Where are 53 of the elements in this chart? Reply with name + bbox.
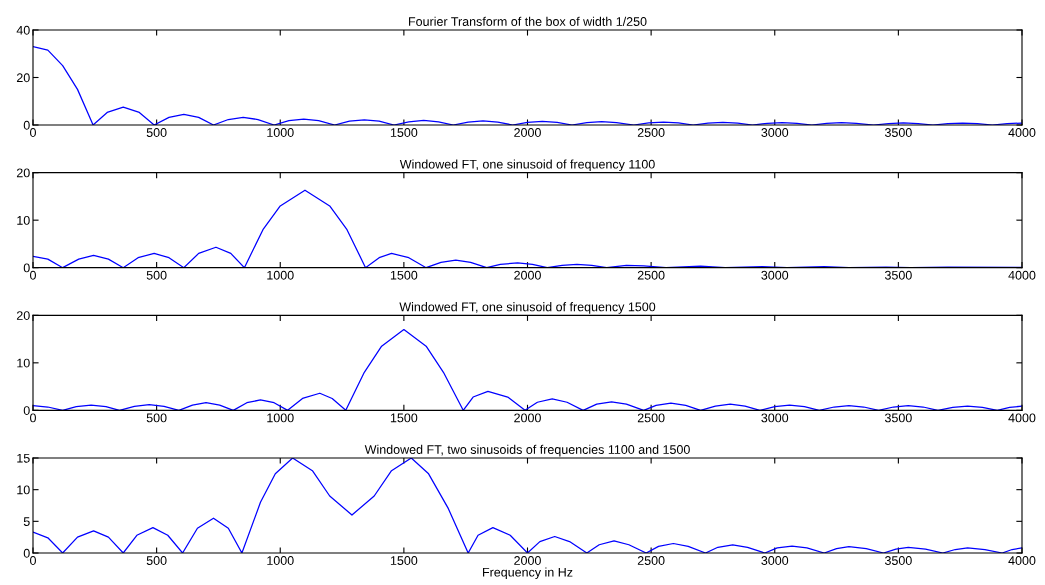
x-axis-title: Frequency in Hz <box>483 567 573 580</box>
y-tick-label: 0 <box>23 548 30 558</box>
x-tick-label: 1500 <box>390 270 418 280</box>
x-tick-label: 1000 <box>267 413 294 423</box>
y-tick-label: 20 <box>16 168 30 178</box>
x-tick-label: 0 <box>30 556 36 565</box>
y-tick-label: 10 <box>17 358 30 368</box>
x-tick-label: 3500 <box>884 270 912 280</box>
y-tick-label: 15 <box>17 453 30 463</box>
x-tick-label: 1000 <box>267 556 294 565</box>
x-tick-label: 2000 <box>514 128 541 137</box>
x-tick-label: 1500 <box>390 556 418 565</box>
x-tick-label: 2000 <box>514 413 541 423</box>
x-tick-label: 4000 <box>1008 413 1036 423</box>
x-tick-label: 1500 <box>390 128 418 137</box>
x-tick-label: 4000 <box>1008 270 1036 280</box>
x-tick-label: 4000 <box>1008 556 1036 565</box>
x-tick-label: 1500 <box>390 413 418 423</box>
x-tick-label: 500 <box>146 128 167 137</box>
x-tick-label: 2500 <box>637 270 665 280</box>
chart-title: Windowed FT, two sinusoids of frequencies 1100 and 1500 <box>364 444 690 457</box>
x-tick-label: 0 <box>30 128 36 137</box>
chart-title: Windowed FT, one sinusoid of frequency 1100 <box>399 159 655 172</box>
x-tick-label: 2500 <box>637 413 665 423</box>
x-tick-label: 1000 <box>267 270 294 280</box>
x-tick-label: 2000 <box>514 556 541 565</box>
x-tick-label: 3000 <box>761 128 789 137</box>
x-tick-label: 3500 <box>884 128 912 137</box>
y-tick-label: 20 <box>16 311 30 320</box>
x-tick-label: 500 <box>146 270 167 280</box>
y-tick-label: 0 <box>23 120 30 130</box>
x-tick-label: 3500 <box>884 413 912 423</box>
y-tick-label: 10 <box>17 215 30 225</box>
x-tick-label: 3000 <box>761 413 789 423</box>
x-tick-label: 2500 <box>637 128 665 137</box>
x-tick-label: 2000 <box>514 270 541 280</box>
x-tick-label: 500 <box>146 413 167 423</box>
y-tick-label: 0 <box>23 263 30 273</box>
x-tick-label: 2500 <box>637 556 665 565</box>
y-tick-label: 20 <box>16 73 30 83</box>
x-tick-label: 4000 <box>1008 128 1036 137</box>
x-tick-label: 3000 <box>761 270 789 280</box>
x-tick-label: 3000 <box>761 556 789 565</box>
line-series <box>33 458 1022 553</box>
y-tick-label: 10 <box>17 485 30 495</box>
y-tick-label: 40 <box>16 25 30 35</box>
chart-title: Fourier Transform of the box of width 1/250 <box>409 16 647 26</box>
y-tick-label: 0 <box>23 406 30 415</box>
chart-title: Windowed FT, one sinusoid of frequency 1500 <box>399 302 656 314</box>
y-tick-label: 5 <box>23 517 30 526</box>
x-tick-label: 500 <box>146 556 167 565</box>
x-tick-label: 1000 <box>267 128 294 137</box>
x-tick-label: 3500 <box>884 556 912 565</box>
